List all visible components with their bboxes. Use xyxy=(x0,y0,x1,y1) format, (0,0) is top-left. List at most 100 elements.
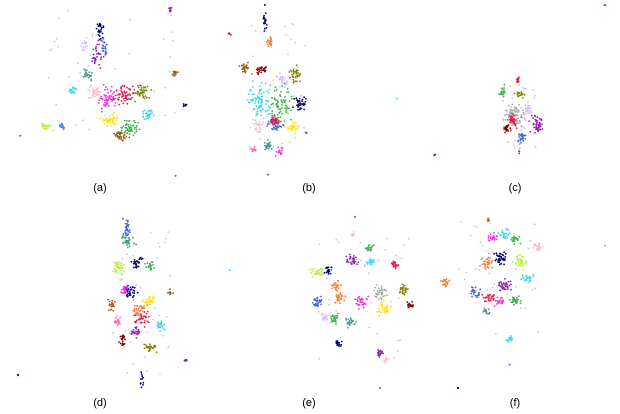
scatter-point xyxy=(147,315,150,318)
scatter-point xyxy=(88,71,91,74)
scatter-point xyxy=(485,250,488,252)
scatter-point xyxy=(381,352,383,354)
scatter-point xyxy=(337,294,340,297)
scatter-point xyxy=(376,310,378,313)
scatter-point xyxy=(502,125,505,128)
scatter-point xyxy=(124,241,127,244)
scatter-point xyxy=(121,139,124,142)
scatter-point xyxy=(264,82,267,85)
scatter-point xyxy=(389,306,391,309)
scatter-point xyxy=(135,307,138,310)
scatter-point xyxy=(296,127,299,130)
panel-b-points xyxy=(227,3,398,176)
scatter-point xyxy=(138,95,141,97)
scatter-point xyxy=(120,87,122,90)
scatter-point xyxy=(90,84,93,87)
scatter-point xyxy=(91,60,93,63)
scatter-point xyxy=(84,69,87,72)
scatter-point xyxy=(374,286,376,289)
scatter-point xyxy=(390,301,392,303)
scatter-point xyxy=(145,312,148,315)
scatter-point xyxy=(122,233,125,235)
scatter-point xyxy=(105,94,108,97)
scatter-point xyxy=(126,102,129,105)
scatter-point xyxy=(293,126,296,129)
scatter-point xyxy=(95,93,98,95)
scatter-point xyxy=(373,289,376,292)
scatter-point xyxy=(121,96,124,98)
scatter-point xyxy=(161,335,164,337)
scatter-point xyxy=(519,242,522,245)
scatter-point xyxy=(120,269,123,272)
scatter-point xyxy=(313,273,316,276)
scatter-point xyxy=(94,89,97,91)
scatter-point xyxy=(137,84,139,87)
scatter-point xyxy=(126,372,129,374)
scatter-point xyxy=(264,20,266,22)
scatter-point xyxy=(97,34,100,36)
scatter-point xyxy=(140,316,143,318)
scatter-point xyxy=(280,146,283,149)
scatter-point xyxy=(271,118,273,121)
panel-d: (d) xyxy=(17,217,231,409)
scatter-point xyxy=(285,110,288,112)
scatter-point xyxy=(143,311,146,313)
scatter-point xyxy=(515,119,518,122)
scatter-point xyxy=(265,100,268,103)
scatter-point xyxy=(345,255,348,258)
scatter-point xyxy=(506,340,509,342)
scatter-point xyxy=(335,320,337,323)
scatter-point xyxy=(295,73,298,75)
scatter-point xyxy=(128,242,130,245)
scatter-point xyxy=(320,314,323,316)
scatter-point xyxy=(97,86,100,89)
scatter-point xyxy=(175,71,177,73)
scatter-point xyxy=(133,260,136,263)
scatter-point xyxy=(106,101,108,103)
scatter-point xyxy=(493,235,495,237)
scatter-point xyxy=(494,299,497,302)
scatter-point xyxy=(523,117,526,120)
scatter-point xyxy=(360,299,362,302)
scatter-point xyxy=(50,48,53,51)
scatter-point xyxy=(101,32,104,35)
scatter-point xyxy=(258,120,261,123)
scatter-point xyxy=(513,108,516,111)
scatter-point xyxy=(532,273,535,276)
scatter-point xyxy=(527,281,530,284)
scatter-point xyxy=(304,101,307,103)
scatter-point xyxy=(283,119,286,122)
scatter-point xyxy=(487,295,490,298)
scatter-point xyxy=(115,269,118,271)
scatter-point xyxy=(111,120,114,123)
scatter-point xyxy=(248,93,250,96)
scatter-point xyxy=(117,263,120,266)
scatter-point xyxy=(387,357,390,360)
scatter-point xyxy=(119,335,122,338)
scatter-point xyxy=(137,261,140,264)
scatter-point xyxy=(377,287,380,290)
scatter-point xyxy=(294,136,296,139)
scatter-point xyxy=(167,346,170,348)
scatter-point xyxy=(325,314,328,316)
scatter-point xyxy=(516,121,518,124)
scatter-point xyxy=(82,119,84,122)
scatter-point xyxy=(524,119,527,122)
scatter-point xyxy=(93,59,96,62)
scatter-point xyxy=(286,87,289,90)
scatter-point xyxy=(498,284,500,287)
scatter-point xyxy=(290,95,293,98)
scatter-point xyxy=(131,296,134,299)
scatter-point xyxy=(539,125,542,127)
scatter-point xyxy=(525,107,527,110)
scatter-point xyxy=(92,88,95,90)
scatter-point xyxy=(268,88,271,91)
scatter-point xyxy=(139,382,142,384)
scatter-point xyxy=(144,356,146,359)
scatter-point xyxy=(513,299,516,302)
scatter-point xyxy=(141,375,144,377)
panel-d-points xyxy=(17,217,231,389)
scatter-point xyxy=(160,320,163,323)
scatter-point xyxy=(320,303,322,306)
scatter-point xyxy=(102,37,105,40)
